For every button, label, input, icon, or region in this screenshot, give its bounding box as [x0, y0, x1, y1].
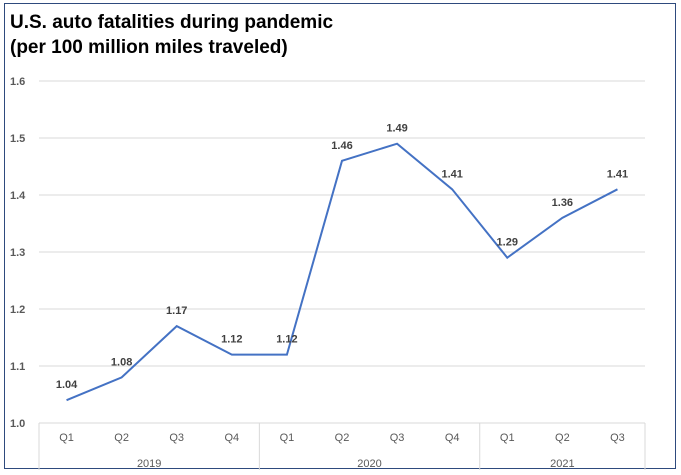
- group-label: 2021: [550, 458, 574, 470]
- group-label: 2020: [357, 458, 381, 470]
- data-label: 1.46: [331, 140, 352, 152]
- data-label: 1.41: [441, 168, 462, 180]
- data-label: 1.36: [552, 197, 573, 209]
- x-tick-label: Q4: [445, 432, 460, 444]
- data-label: 1.41: [607, 168, 628, 180]
- x-tick-label: Q1: [280, 432, 295, 444]
- x-tick-label: Q1: [500, 432, 515, 444]
- y-tick-label: 1.2: [10, 304, 25, 316]
- data-label: 1.12: [276, 334, 297, 346]
- data-label: 1.29: [497, 237, 518, 249]
- series-line: [66, 142, 618, 402]
- x-tick-label: Q3: [390, 432, 405, 444]
- y-tick-label: 1.1: [10, 361, 25, 373]
- data-label: 1.17: [166, 305, 187, 317]
- x-tick-label: Q1: [59, 432, 74, 444]
- data-label: 1.04: [56, 379, 78, 391]
- x-tick-label: Q3: [169, 432, 184, 444]
- x-tick-label: Q2: [555, 432, 570, 444]
- chart-frame: [4, 3, 676, 469]
- chart-title: U.S. auto fatalities during pandemic (pe…: [10, 10, 333, 60]
- y-tick-label: 1.3: [10, 247, 25, 259]
- title-line-1: U.S. auto fatalities during pandemic: [10, 12, 334, 33]
- x-tick-label: Q2: [114, 432, 129, 444]
- y-tick-label: 1.5: [10, 133, 25, 145]
- data-label: 1.08: [111, 356, 132, 368]
- y-tick-label: 1.4: [10, 190, 26, 202]
- x-tick-label: Q3: [610, 432, 625, 444]
- data-label: 1.49: [386, 123, 407, 135]
- x-tick-label: Q4: [224, 432, 239, 444]
- y-tick-label: 1.0: [10, 418, 25, 430]
- data-label: 1.12: [221, 334, 242, 346]
- title-line-2: (per 100 million miles traveled): [10, 37, 288, 58]
- y-tick-label: 1.6: [10, 76, 25, 88]
- group-label: 2019: [137, 458, 161, 470]
- x-tick-label: Q2: [335, 432, 350, 444]
